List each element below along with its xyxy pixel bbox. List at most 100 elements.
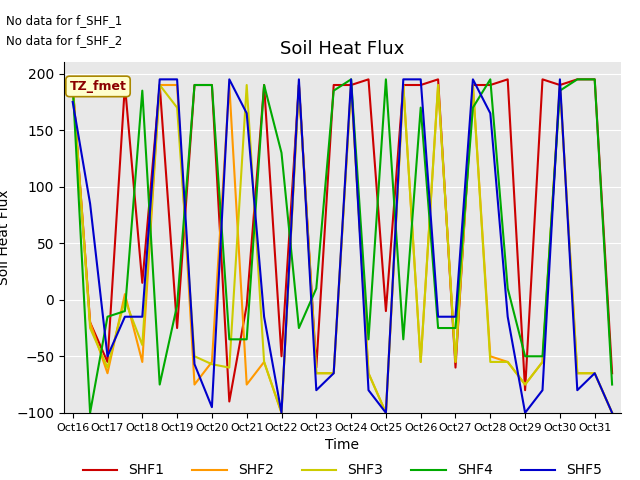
SHF5 <box>486 110 494 116</box>
SHF4 <box>330 88 337 94</box>
SHF1 <box>225 398 233 404</box>
SHF2 <box>521 382 529 387</box>
SHF5 <box>504 314 511 320</box>
SHF1 <box>521 387 529 393</box>
SHF3 <box>69 82 77 88</box>
SHF4 <box>417 105 424 110</box>
SHF4 <box>486 76 494 82</box>
Y-axis label: Soil Heat Flux: Soil Heat Flux <box>0 190 11 286</box>
SHF4 <box>504 286 511 291</box>
SHF4 <box>556 88 564 94</box>
SHF4 <box>452 325 460 331</box>
SHF2 <box>539 359 547 365</box>
SHF2 <box>608 410 616 416</box>
SHF3 <box>86 325 94 331</box>
SHF1 <box>417 82 424 88</box>
SHF2 <box>156 82 164 88</box>
SHF2 <box>417 359 424 365</box>
SHF2 <box>365 371 372 376</box>
SHF5 <box>399 76 407 82</box>
Text: No data for f_SHF_2: No data for f_SHF_2 <box>6 34 123 47</box>
SHF2 <box>573 371 581 376</box>
SHF2 <box>504 359 511 365</box>
SHF2 <box>556 82 564 88</box>
SHF1 <box>138 280 146 286</box>
SHF5 <box>469 76 477 82</box>
SHF2 <box>260 359 268 365</box>
SHF5 <box>295 76 303 82</box>
SHF5 <box>417 76 424 82</box>
SHF4 <box>104 314 111 320</box>
Line: SHF2: SHF2 <box>73 85 612 413</box>
Text: TZ_fmet: TZ_fmet <box>70 80 127 93</box>
Title: Soil Heat Flux: Soil Heat Flux <box>280 40 404 58</box>
SHF1 <box>260 82 268 88</box>
SHF5 <box>348 76 355 82</box>
SHF1 <box>86 320 94 325</box>
SHF4 <box>138 88 146 94</box>
SHF2 <box>69 82 77 88</box>
SHF5 <box>608 410 616 416</box>
SHF3 <box>191 353 198 359</box>
SHF5 <box>156 76 164 82</box>
Line: SHF4: SHF4 <box>73 79 612 413</box>
SHF3 <box>365 371 372 376</box>
SHF2 <box>312 371 320 376</box>
SHF1 <box>156 82 164 88</box>
SHF3 <box>225 365 233 371</box>
SHF5 <box>225 76 233 82</box>
SHF4 <box>156 382 164 387</box>
SHF4 <box>382 76 390 82</box>
SHF5 <box>138 314 146 320</box>
SHF5 <box>539 387 547 393</box>
SHF3 <box>260 359 268 365</box>
SHF5 <box>86 201 94 206</box>
SHF3 <box>295 82 303 88</box>
SHF5 <box>208 404 216 410</box>
SHF5 <box>591 371 598 376</box>
SHF3 <box>452 359 460 365</box>
SHF2 <box>225 82 233 88</box>
SHF5 <box>278 410 285 416</box>
SHF4 <box>173 302 181 308</box>
SHF5 <box>104 353 111 359</box>
SHF3 <box>486 359 494 365</box>
SHF5 <box>452 314 460 320</box>
SHF1 <box>295 82 303 88</box>
SHF1 <box>435 76 442 82</box>
SHF5 <box>556 76 564 82</box>
SHF4 <box>608 382 616 387</box>
SHF5 <box>573 387 581 393</box>
SHF3 <box>591 371 598 376</box>
SHF1 <box>573 76 581 82</box>
SHF1 <box>312 365 320 371</box>
SHF4 <box>521 353 529 359</box>
SHF5 <box>243 110 250 116</box>
SHF3 <box>399 82 407 88</box>
SHF5 <box>435 314 442 320</box>
SHF1 <box>365 76 372 82</box>
SHF1 <box>173 325 181 331</box>
SHF4 <box>121 308 129 314</box>
SHF2 <box>382 410 390 416</box>
SHF3 <box>521 382 529 387</box>
SHF3 <box>504 359 511 365</box>
SHF3 <box>539 359 547 365</box>
SHF1 <box>608 371 616 376</box>
SHF4 <box>399 336 407 342</box>
SHF1 <box>278 353 285 359</box>
SHF4 <box>435 325 442 331</box>
SHF1 <box>191 82 198 88</box>
SHF1 <box>556 82 564 88</box>
SHF5 <box>382 410 390 416</box>
SHF5 <box>521 410 529 416</box>
SHF1 <box>486 82 494 88</box>
SHF1 <box>382 308 390 314</box>
SHF3 <box>556 82 564 88</box>
SHF5 <box>312 387 320 393</box>
SHF4 <box>208 82 216 88</box>
SHF4 <box>348 76 355 82</box>
SHF2 <box>208 359 216 365</box>
SHF3 <box>156 82 164 88</box>
SHF1 <box>452 365 460 371</box>
